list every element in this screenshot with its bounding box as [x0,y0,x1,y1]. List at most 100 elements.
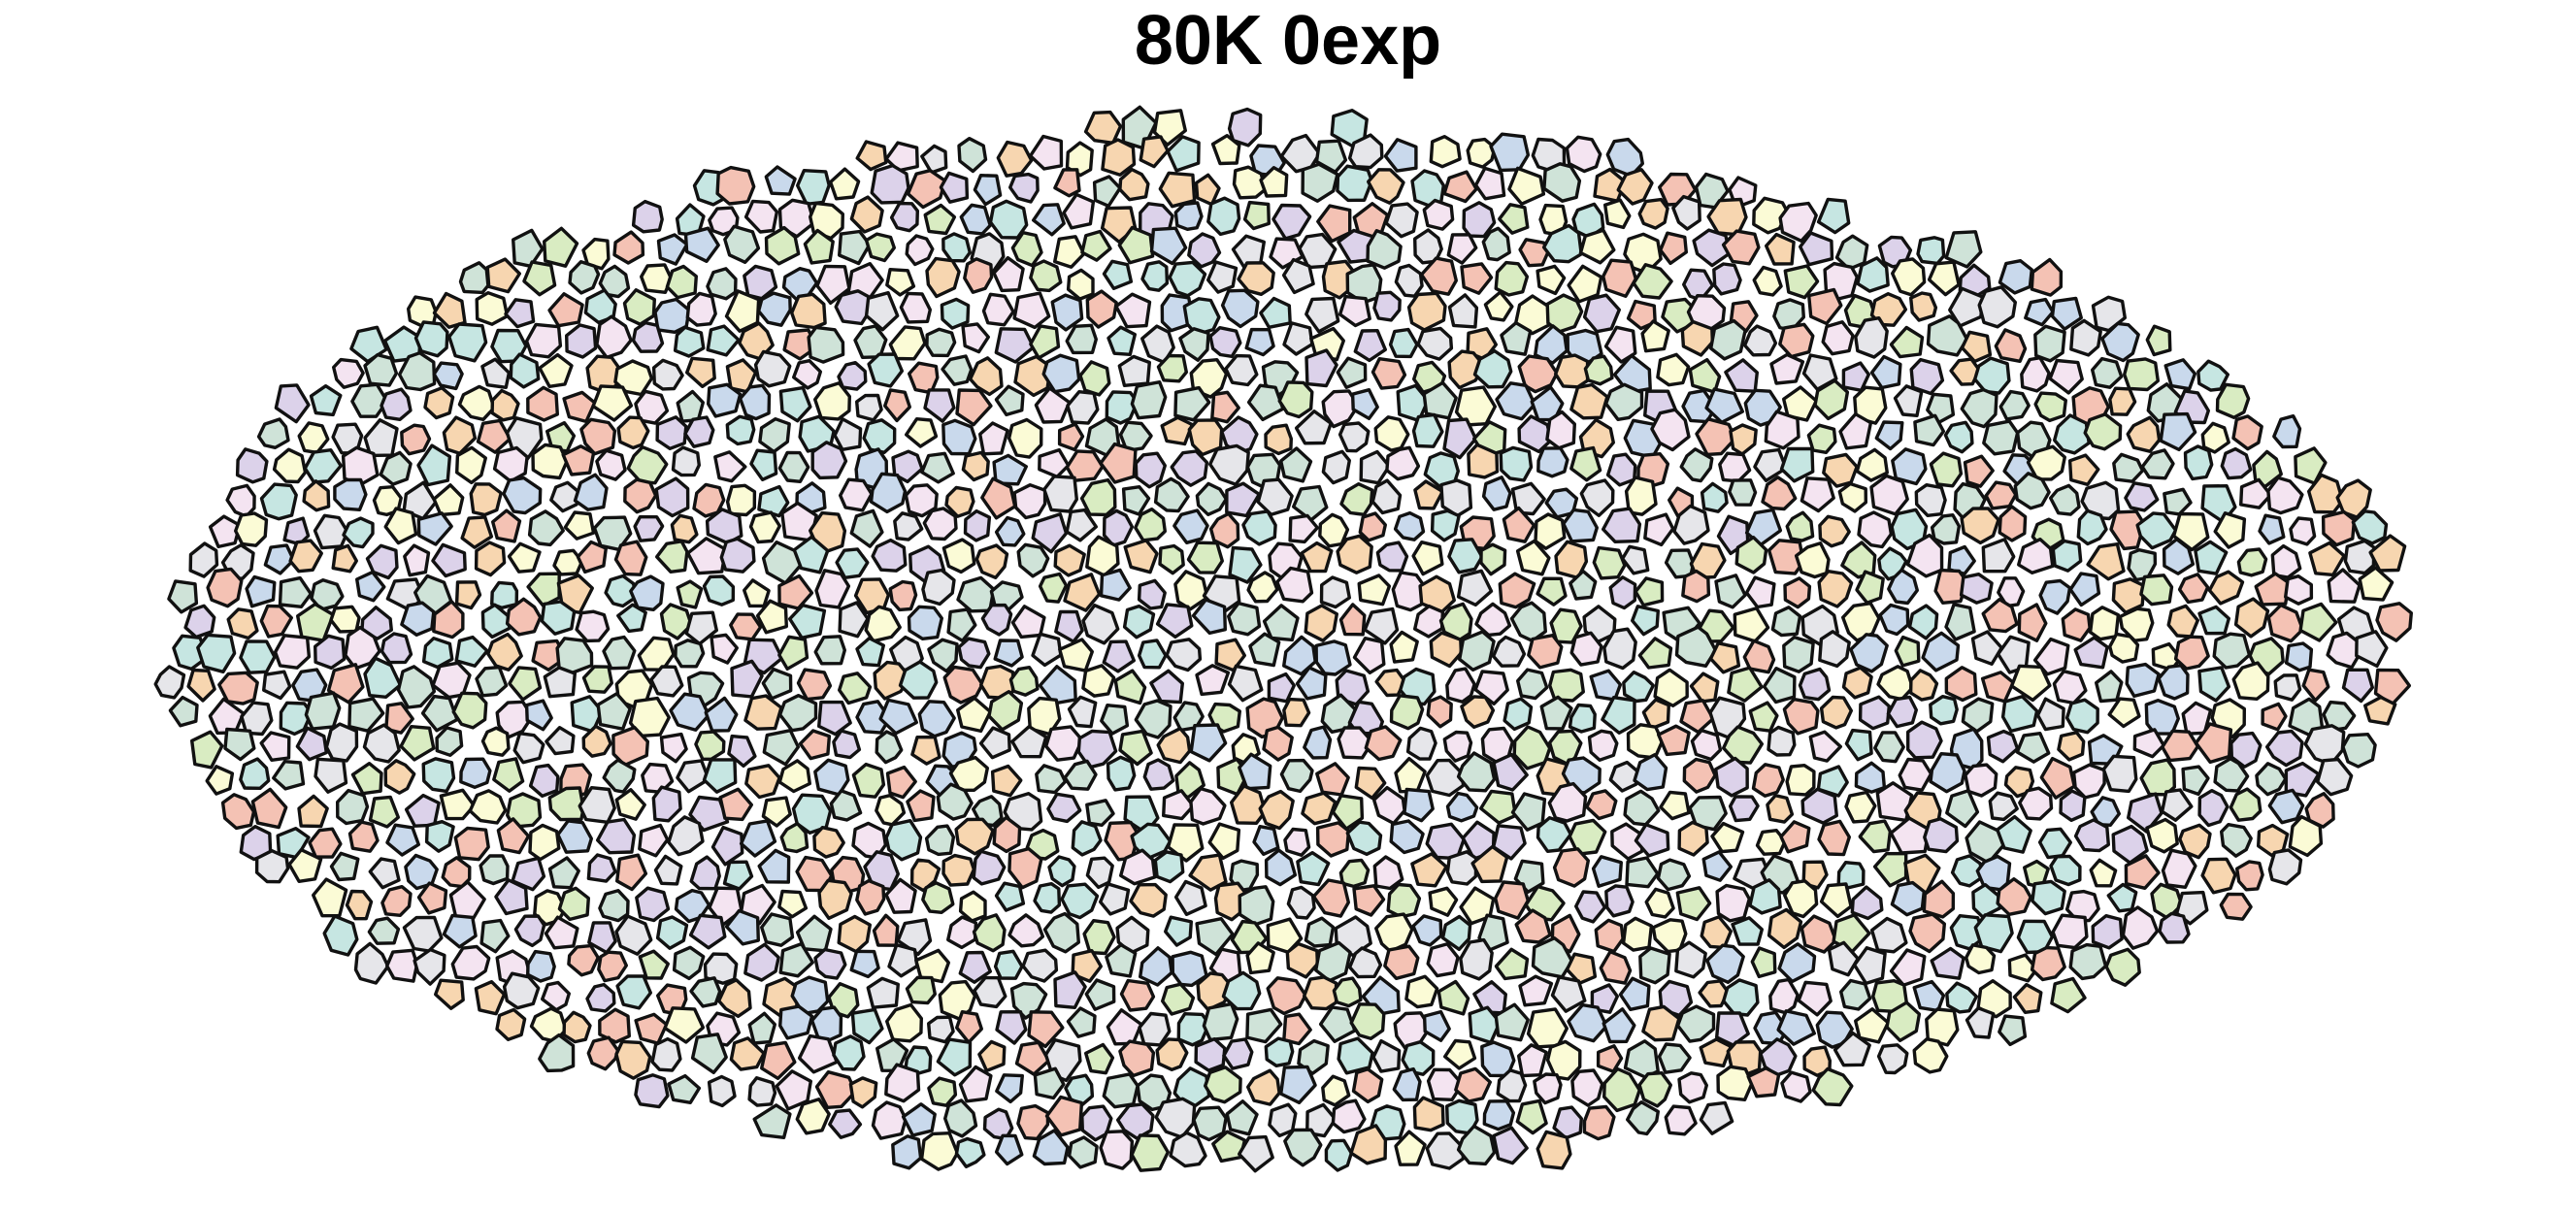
cell-51 [1542,162,1582,203]
cell-1184 [638,823,670,858]
cell-80 [1462,201,1497,239]
cell-1333 [1922,879,1956,919]
cell-1112 [2284,761,2321,798]
cell-1243 [689,855,721,891]
cell-1505 [1027,1010,1065,1049]
cell-376 [1960,387,1998,429]
cell-262 [1680,319,1715,357]
cell-639 [871,538,908,573]
cell-1403 [672,945,706,981]
cell-1304 [884,877,917,914]
cell-401 [862,418,897,454]
cell-982 [2000,695,2039,734]
cell-1439 [1964,943,1997,975]
cell-913 [1762,667,1797,705]
cell-1336 [2031,879,2066,916]
cell-787 [1733,606,1770,643]
cell-190 [864,291,900,332]
cell-119 [1518,238,1550,268]
cell-896 [1149,669,1185,705]
cell-402 [905,417,939,448]
cell-668 [1905,533,1944,578]
cell-972 [1641,698,1671,731]
cell-999 [399,725,436,762]
cell-936 [347,697,385,733]
cell-1449 [615,974,652,1010]
cell-1137 [1046,792,1082,824]
cell-1189 [812,826,845,859]
cell-514 [757,484,790,518]
cell-1526 [1776,1009,1817,1046]
cell-145 [925,256,961,299]
cell-953 [956,696,992,734]
cell-354 [1173,385,1211,422]
cell-273 [2069,318,2102,357]
cell-623 [288,539,323,574]
cell-1034 [1656,724,1691,757]
cell-1086 [1354,766,1387,801]
cell-869 [186,668,216,703]
cell-1373 [1440,914,1472,951]
cell-910 [1653,668,1689,707]
cell-86 [1671,194,1701,231]
cell-211 [1626,299,1657,331]
cell-947 [743,694,783,731]
cell-933 [240,701,274,737]
cell-1471 [1404,974,1439,1009]
cell-1579 [884,1063,921,1103]
cell-1479 [1698,979,1731,1008]
cell-509 [573,473,609,511]
cell-257 [1500,321,1533,356]
cell-1468 [1302,975,1338,1011]
cell-719 [1498,572,1536,609]
cell-277 [363,352,399,387]
cell-1379 [1651,918,1688,954]
cell-1582 [995,1073,1025,1104]
cell-1519 [1526,1007,1569,1049]
cell-680 [2343,539,2376,575]
cell-1508 [1138,1011,1172,1047]
cell-1425 [1459,937,1494,981]
cell-1054 [205,765,235,796]
cell-1287 [2267,848,2303,886]
cell-298 [1117,354,1152,387]
cell-1435 [1827,940,1860,977]
cell-1209 [1536,816,1573,853]
cell-1581 [958,1065,993,1103]
cell-1627 [1515,1098,1548,1135]
cell-1460 [1009,981,1048,1020]
cell-1484 [1870,979,1909,1014]
cell-188 [790,292,827,330]
cell-931 [168,695,199,728]
cell-1076 [990,764,1023,798]
cell-995 [259,731,291,762]
cell-1044 [2015,732,2051,764]
cell-532 [1413,479,1445,510]
cell-1342 [322,914,359,957]
cell-1011 [832,729,862,760]
cell-163 [1567,264,1603,304]
cell-607 [1930,513,1962,545]
cell-965 [1389,694,1425,731]
cell-1154 [1659,790,1691,821]
cell-1584 [1064,1073,1095,1107]
cell-1038 [1808,730,1843,763]
cell-348 [955,388,993,427]
cell-1156 [1728,795,1760,823]
cell-763 [864,605,902,643]
cell-1523 [1675,1004,1716,1043]
cell-1601 [1677,1071,1709,1104]
cell-508 [549,480,580,513]
cell-1531 [1965,1006,1996,1039]
cell-1405 [743,942,780,982]
cell-662 [1689,541,1727,580]
cell-412 [1264,423,1294,456]
cell-1514 [1349,1002,1386,1041]
cell-912 [1727,666,1764,703]
cell-248 [1178,327,1210,362]
cell-409 [1160,415,1194,446]
cell-1024 [1303,725,1333,760]
cell-1541 [832,1034,866,1071]
cell-191 [899,291,932,324]
cell-994 [223,727,256,762]
